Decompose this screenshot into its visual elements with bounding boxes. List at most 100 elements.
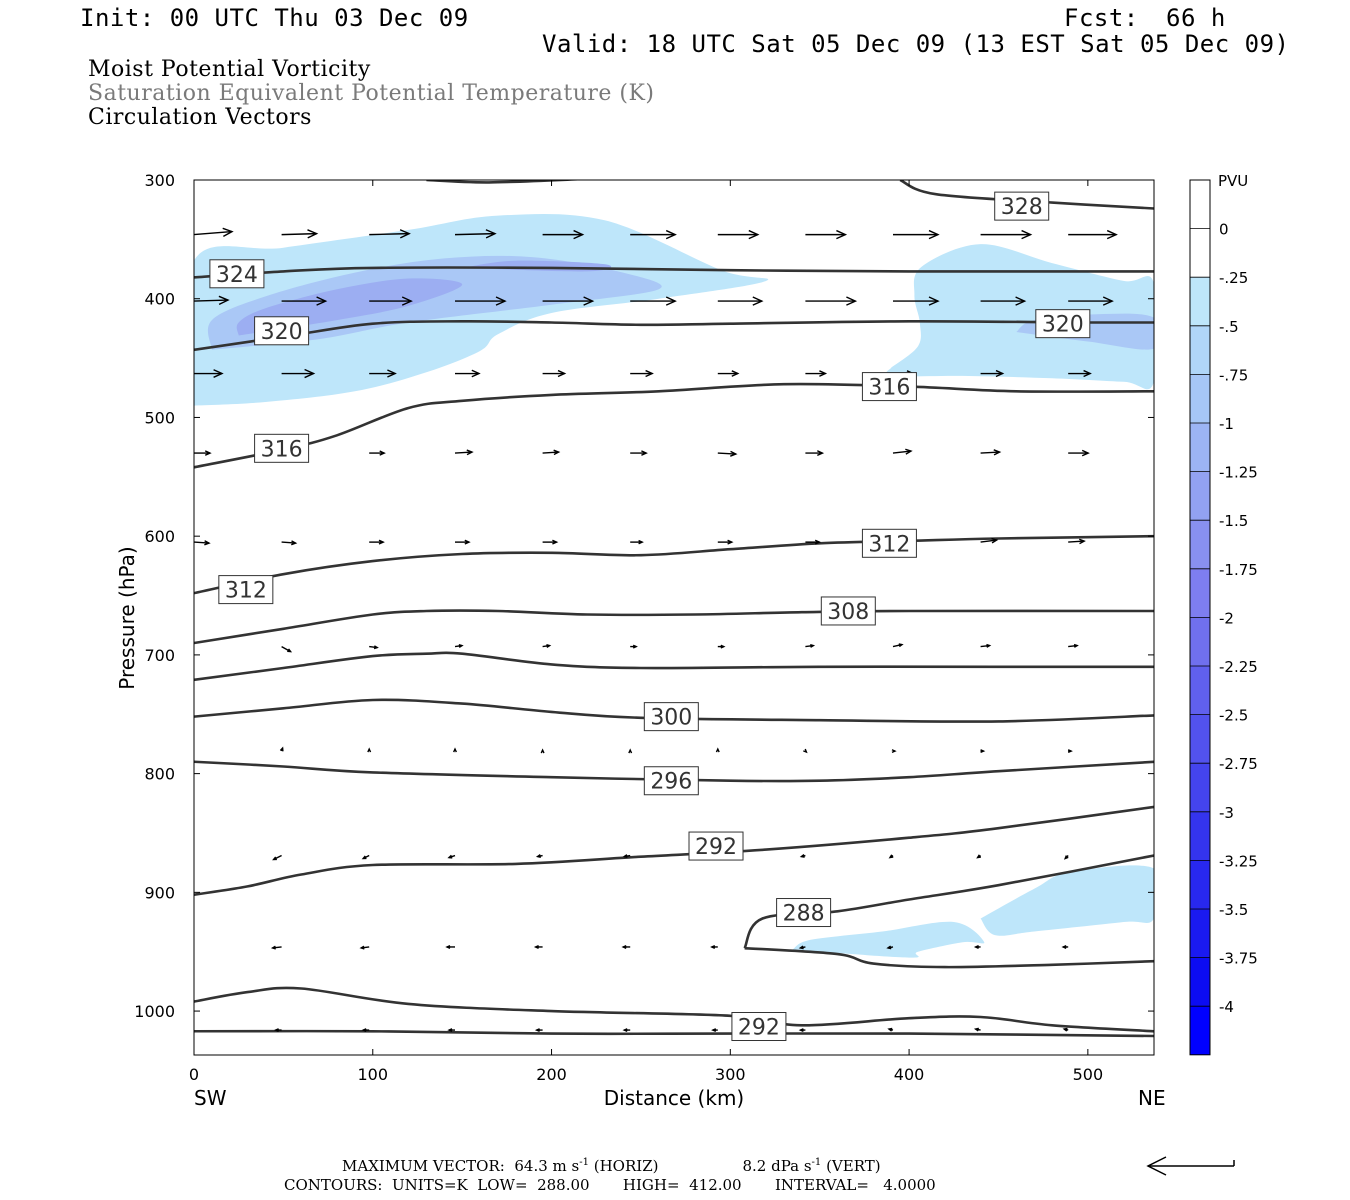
- vector-arrow: [445, 944, 456, 949]
- contour-label-text: 292: [738, 1016, 780, 1041]
- max-vector-line: MAXIMUM VECTOR: 64.3 m s-1 (HORIZ) 8.2 dP…: [342, 1157, 881, 1175]
- vector-arrow: [630, 539, 644, 545]
- vector-arrow: [888, 854, 894, 859]
- colorbar-label: -1.5: [1219, 512, 1248, 530]
- vector-arrow: [281, 229, 319, 239]
- contour-292: [194, 805, 1154, 897]
- vector-arrow: [279, 746, 284, 752]
- vector-arrow: [805, 296, 858, 306]
- vector-arrow: [803, 748, 808, 754]
- vector-arrow: [892, 229, 940, 240]
- forecast-hour: 66 h: [1166, 4, 1226, 32]
- theta-es-contours: [194, 180, 1154, 1038]
- vector-arrow: [622, 1028, 631, 1033]
- contour-292: [194, 1029, 1154, 1038]
- vector-arrow: [717, 644, 726, 649]
- contour-316: [194, 382, 1154, 469]
- vector-arrow: [369, 369, 397, 378]
- y-tick-label: 800: [144, 765, 175, 784]
- vector-arrow: [630, 296, 677, 306]
- x-tick-label: 500: [1073, 1065, 1104, 1084]
- y-tick-label: 600: [144, 527, 175, 546]
- vector-arrow: [887, 1027, 894, 1032]
- vector-arrow: [281, 540, 298, 546]
- vector-arrow: [369, 296, 413, 306]
- x-tick-label: 400: [894, 1065, 925, 1084]
- vector-arrow: [980, 643, 992, 648]
- colorbar-swatch: [1190, 423, 1210, 472]
- pv-colorbar: PVU 0 -.25 -.5 -.75 -1 -1.25 -1.5 -1.75 -2 -2.25 -2…: [1189, 172, 1258, 1056]
- vector-arrow: [717, 450, 738, 457]
- colorbar-swatch: [1190, 228, 1210, 278]
- pv-region-light: [980, 865, 1154, 936]
- pv-shading: [194, 213, 1154, 958]
- contour-320: [194, 319, 1154, 352]
- field-title-pv: Moist Potential Vorticity: [88, 57, 371, 82]
- vector-arrow: [454, 449, 474, 456]
- vector-arrow: [454, 644, 464, 648]
- vector-arrow: [194, 369, 224, 378]
- unit-exponent: -1: [579, 1157, 589, 1168]
- colorbar-label: -2.5: [1219, 707, 1248, 725]
- contour-312: [194, 534, 1154, 595]
- vector-arrow: [973, 944, 981, 949]
- x-tick-label: 200: [536, 1065, 567, 1084]
- colorbar-label: -3.25: [1219, 852, 1258, 870]
- x-tick-label: 0: [189, 1065, 199, 1084]
- vector-arrow: [367, 747, 372, 753]
- y-axis-label: Pressure (hPa): [115, 546, 139, 689]
- vector-arrow: [717, 539, 734, 545]
- vector-arrow: [535, 854, 543, 858]
- contour-label-296: 296: [643, 766, 699, 796]
- colorbar-swatch: [1190, 957, 1210, 1007]
- contour-label-text: 300: [650, 706, 692, 731]
- vector-arrow: [805, 643, 816, 648]
- vector-arrow: [534, 1028, 543, 1033]
- pv-region-mid: [207, 255, 662, 350]
- vector-arrow: [281, 368, 316, 379]
- contour-label-312: 312: [218, 575, 274, 605]
- vector-arrow: [369, 645, 379, 650]
- x-endpoint-sw: SW: [194, 1086, 227, 1110]
- contour-label-text: 292: [695, 835, 737, 860]
- vector-arrow: [542, 229, 585, 240]
- colorbar-swatch: [1190, 325, 1210, 375]
- vector-arrow: [369, 539, 385, 545]
- vector-arrow: [805, 370, 828, 377]
- contour-label-text: 296: [650, 770, 692, 795]
- vector-arrow: [1063, 855, 1069, 860]
- colorbar-swatch: [1190, 666, 1210, 715]
- contour-label-text: 312: [225, 579, 267, 604]
- vector-arrow: [886, 945, 894, 950]
- contour-292: [194, 986, 1154, 1033]
- x-tick-label: 100: [357, 1065, 388, 1084]
- vector-arrow: [630, 229, 677, 240]
- vector-arrow: [630, 450, 648, 456]
- x-endpoint-ne: NE: [1138, 1086, 1166, 1110]
- colorbar-label: -4: [1219, 998, 1234, 1016]
- vector-arrow: [622, 854, 631, 859]
- vector-arrow: [980, 296, 1027, 306]
- colorbar-label: -1: [1219, 415, 1234, 433]
- colorbar-swatch: [1190, 520, 1210, 569]
- vector-arrow: [798, 945, 806, 950]
- axes: 300 400 500 600 700 800 900 1000 0 100 200 300 400 50…: [134, 171, 1154, 1084]
- colorbar-label: -1.75: [1219, 561, 1258, 579]
- contour-288: [743, 854, 1154, 949]
- field-title-theta-es: Saturation Equivalent Potential Temperat…: [88, 81, 655, 106]
- colorbar-swatch: [1190, 763, 1210, 812]
- colorbar-swatch: [1190, 714, 1210, 764]
- colorbar-swatch: [1190, 811, 1210, 861]
- vector-arrow: [892, 448, 913, 455]
- reference-vector: [1146, 1156, 1235, 1176]
- colorbar-swatch: [1190, 1006, 1210, 1055]
- vector-arrow: [542, 449, 561, 456]
- vector-arrow: [533, 944, 543, 949]
- vector-arrow: [973, 1027, 981, 1032]
- vector-arrow: [980, 229, 1033, 240]
- max-vector-horiz: MAXIMUM VECTOR: 64.3 m s: [342, 1157, 580, 1175]
- contour-288: [744, 946, 1154, 969]
- vector-arrow: [710, 944, 718, 949]
- vector-arrow: [1068, 296, 1114, 306]
- contour-info-line: CONTOURS: UNITS=K LOW= 288.00 HIGH= 412.…: [284, 1176, 936, 1194]
